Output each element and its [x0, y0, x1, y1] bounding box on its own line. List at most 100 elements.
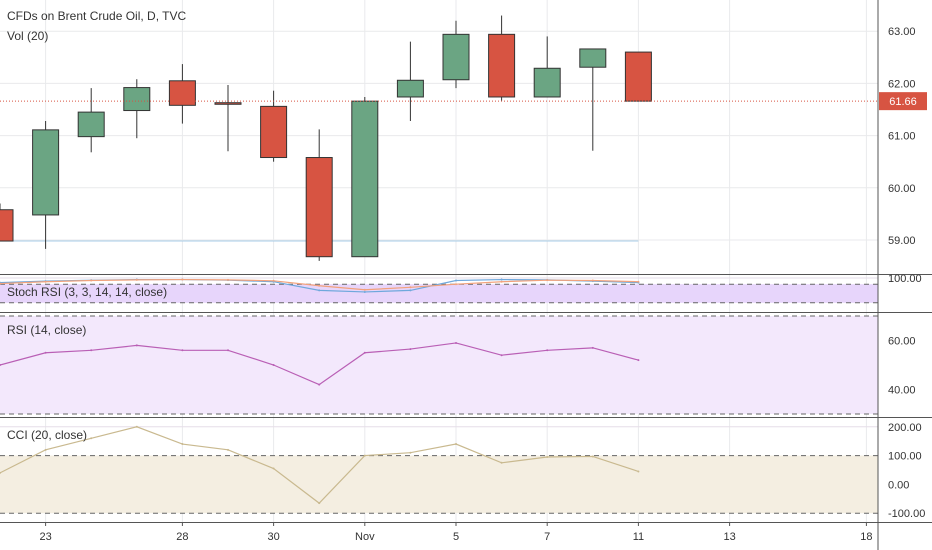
- candle-body: [168, 80, 196, 106]
- stoch-rsi-point: [409, 289, 412, 292]
- stoch-rsi-point: [637, 280, 640, 283]
- cci-point: [455, 443, 457, 446]
- candle-body: [0, 209, 14, 242]
- last-price-badge: [879, 92, 927, 111]
- stoch-rsi-point: [0, 282, 1, 285]
- rsi-point: [363, 351, 366, 354]
- axis-layer: 59.00 60.00 61.00 62.00 63.00 61.66 100.00 40.0…: [39, 26, 927, 543]
- stoch-rsi-point: [409, 286, 412, 289]
- stoch-rsi-band: [0, 284, 878, 303]
- stoch-rsi-point: [363, 290, 366, 293]
- stoch-rsi-point: [318, 284, 321, 287]
- rsi-tick-label: 40.00: [888, 385, 916, 397]
- price-tick-label: 59.00: [888, 235, 916, 247]
- stoch-rsi-point: [500, 278, 503, 281]
- candle-body: [123, 87, 151, 112]
- candle-body: [214, 102, 242, 105]
- stoch-rsi-point: [272, 279, 275, 282]
- stoch-rsi-point: [227, 278, 229, 281]
- cci-point: [272, 467, 275, 470]
- cci-point: [90, 437, 93, 440]
- cci-tick-label: 0.00: [888, 479, 909, 491]
- price-tick-label: 61.00: [888, 131, 916, 143]
- stoch-rsi-point: [44, 280, 47, 283]
- price-tick-label: 63.00: [888, 26, 916, 38]
- cci-tick-label: 100.00: [888, 451, 922, 463]
- volume-label: Vol (20): [7, 29, 48, 43]
- cci-band: [0, 455, 878, 514]
- rsi-point: [546, 349, 549, 352]
- cci-tick-label: -100.00: [888, 508, 925, 520]
- rsi-point: [0, 364, 1, 366]
- time-tick-label: 23: [39, 531, 51, 543]
- rsi-title: RSI (14, close): [7, 323, 86, 337]
- rsi-point: [181, 349, 184, 352]
- stoch-rsi-point: [546, 279, 549, 282]
- stoch-rsi-point: [455, 283, 457, 286]
- candle-body: [396, 79, 424, 98]
- stoch-rsi-point: [500, 280, 503, 283]
- price-tick-label: 60.00: [888, 183, 916, 195]
- stoch-rsi-point: [135, 278, 138, 281]
- rsi-point: [591, 346, 594, 349]
- time-tick-label: 11: [633, 531, 644, 543]
- time-tick-label: 7: [544, 531, 550, 543]
- mark-layer: [0, 15, 878, 505]
- cci-point: [181, 443, 184, 446]
- rsi-point: [135, 344, 138, 347]
- cci-point: [637, 470, 640, 473]
- stoch-rsi-point: [455, 279, 457, 282]
- candle-body: [305, 157, 333, 258]
- time-tick-label: 18: [860, 531, 872, 543]
- price-tick-label: 62.00: [888, 78, 916, 90]
- grid-layer: [0, 0, 878, 522]
- candle-body: [579, 48, 607, 68]
- candle-body: [32, 129, 60, 216]
- cci-point: [0, 471, 1, 474]
- candle-body: [488, 33, 516, 98]
- candle-body: [77, 111, 105, 138]
- chart-title: CFDs on Brent Crude Oil, D, TVC: [7, 9, 186, 23]
- time-tick-label: 13: [723, 531, 735, 543]
- cci-tick-label: 200.00: [888, 422, 922, 434]
- rsi-band: [0, 316, 878, 414]
- rsi-point: [272, 364, 275, 366]
- rsi-point: [637, 359, 640, 362]
- rsi-point: [90, 349, 93, 352]
- rsi-point: [318, 383, 321, 386]
- stoch-rsi-title: Stoch RSI (3, 3, 14, 14, close): [7, 285, 167, 299]
- cci-point: [363, 454, 366, 457]
- candle-body: [442, 33, 470, 81]
- candle-body: [260, 105, 288, 159]
- stoch-rsi-point: [363, 288, 366, 291]
- stoch-rsi-point: [591, 279, 594, 282]
- stoch-rsi-point: [318, 289, 321, 292]
- cci-point: [546, 456, 549, 459]
- rsi-tick-label: 60.00: [888, 336, 916, 348]
- time-tick-label: Nov: [355, 531, 375, 543]
- cci-point: [318, 502, 321, 505]
- rsi-point: [409, 348, 412, 351]
- time-tick-label: 28: [176, 531, 188, 543]
- candle-body: [351, 100, 379, 258]
- rsi-point: [455, 341, 457, 344]
- stoch-rsi-point: [90, 279, 93, 282]
- cci-title: CCI (20, close): [7, 428, 87, 442]
- candle-body: [533, 67, 561, 98]
- cci-point: [500, 461, 503, 464]
- rsi-point: [44, 351, 47, 354]
- cci-point: [227, 448, 229, 451]
- cci-point: [44, 448, 47, 451]
- stoch-rsi-point: [181, 278, 184, 281]
- rsi-point: [227, 349, 229, 352]
- time-tick-label: 5: [453, 531, 459, 543]
- candle-body: [624, 51, 652, 102]
- band-layer: [0, 283, 878, 514]
- cci-point: [591, 455, 594, 458]
- rsi-point: [500, 354, 503, 357]
- stoch-rsi-tick-label: 100.00: [888, 273, 922, 285]
- cci-point: [135, 425, 138, 428]
- last-price-label: 61.66: [889, 96, 917, 108]
- cci-point: [409, 451, 412, 454]
